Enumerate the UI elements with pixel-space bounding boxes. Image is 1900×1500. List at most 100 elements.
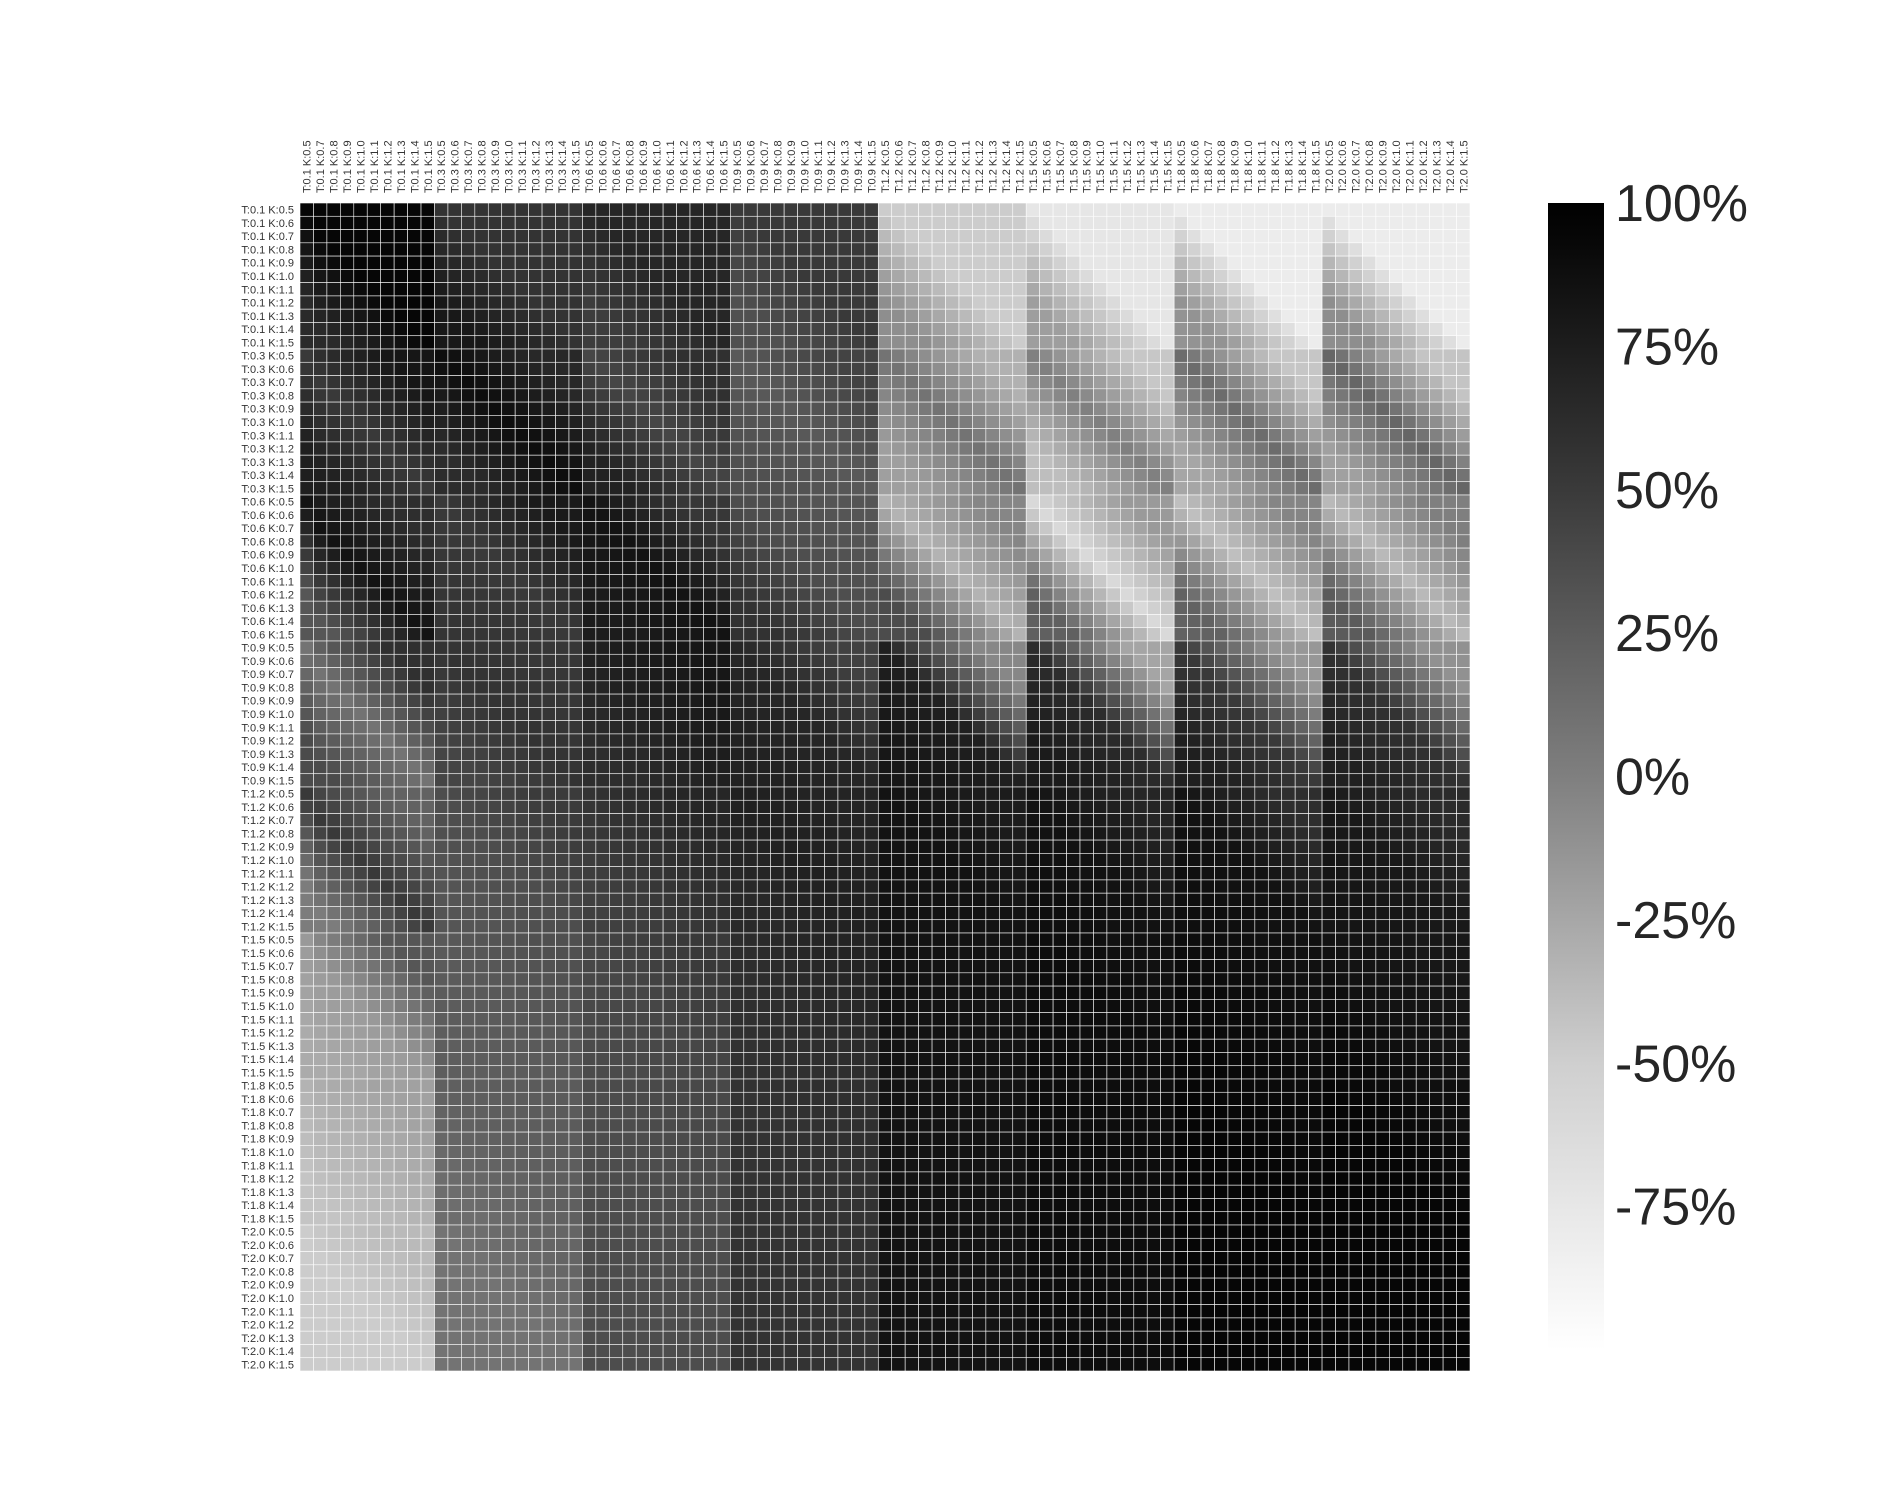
heatmap-cell (837, 415, 852, 429)
heatmap-cell (1160, 322, 1175, 337)
heatmap-cell (1442, 906, 1457, 921)
heatmap-cell (1106, 667, 1121, 682)
heatmap-cell (1120, 481, 1135, 496)
heatmap-cell (299, 720, 314, 735)
heatmap-cell (1389, 707, 1404, 721)
heatmap-cell (1308, 295, 1323, 310)
heatmap-cell (1133, 640, 1148, 655)
heatmap-cell (1187, 693, 1202, 708)
heatmap-cell (1362, 401, 1377, 416)
heatmap-cell (743, 892, 758, 907)
heatmap-cell (1106, 375, 1121, 390)
heatmap-cell (1025, 308, 1040, 323)
heatmap-cell (474, 215, 489, 230)
heatmap-cell (1025, 229, 1040, 244)
heatmap-cell (1079, 813, 1094, 828)
heatmap-cell (461, 587, 476, 602)
heatmap-cell (810, 401, 825, 416)
heatmap-cell (622, 866, 637, 881)
heatmap-cell (340, 667, 355, 682)
heatmap-cell (1120, 255, 1135, 270)
heatmap-cell (1254, 348, 1269, 363)
heatmap-cell (1039, 813, 1054, 828)
heatmap-cell (945, 746, 960, 761)
heatmap-cell (985, 786, 1000, 801)
heatmap-cell (1025, 627, 1040, 642)
heatmap-cell (1442, 932, 1457, 947)
heatmap-cell (958, 799, 973, 814)
heatmap-cell (1173, 255, 1188, 270)
heatmap-cell (1415, 826, 1430, 841)
heatmap-cell (1133, 561, 1148, 575)
heatmap-cell (366, 415, 381, 429)
heatmap-cell (1052, 507, 1067, 522)
heatmap-cell (1267, 640, 1283, 655)
heatmap-cell (770, 574, 785, 589)
heatmap-cell (649, 215, 664, 230)
heatmap-cell (837, 574, 852, 589)
heatmap-cell (541, 561, 556, 575)
heatmap-cell (1389, 388, 1404, 403)
heatmap-cell (1254, 242, 1269, 257)
heatmap-cell (1281, 653, 1296, 668)
heatmap-cell (635, 799, 650, 814)
heatmap-cell (461, 826, 476, 841)
heatmap-cell (609, 614, 624, 629)
heatmap-cell (689, 574, 704, 589)
heatmap-cell (743, 640, 758, 655)
heatmap-cell (487, 215, 503, 230)
heatmap-cell (985, 255, 1000, 270)
heatmap-cell (487, 295, 503, 310)
heatmap-cell (999, 906, 1014, 921)
heatmap-cell (689, 600, 704, 615)
heatmap-cell (380, 773, 395, 788)
heatmap-cell (1456, 335, 1471, 350)
heatmap-cell (824, 335, 839, 350)
heatmap-cell (1267, 428, 1283, 443)
heatmap-cell (1079, 454, 1094, 469)
heatmap-cell (299, 388, 314, 403)
heatmap-cell (649, 561, 664, 575)
heatmap-cell (877, 707, 893, 721)
heatmap-cell (1389, 799, 1404, 814)
heatmap-cell (985, 322, 1000, 337)
heatmap-cell (622, 574, 637, 589)
heatmap-cell (945, 640, 960, 655)
heatmap-cell (743, 680, 758, 695)
heatmap-cell (1120, 507, 1135, 522)
heatmap-cell (420, 415, 435, 429)
heatmap-cell (689, 375, 704, 390)
heatmap-cell (461, 640, 476, 655)
heatmap-cell (393, 640, 408, 655)
heatmap-cell (1254, 322, 1269, 337)
heatmap-cell (514, 707, 529, 721)
heatmap-cell (340, 945, 355, 960)
heatmap-cell (474, 295, 489, 310)
heatmap-cell (770, 242, 785, 257)
heatmap-cell (555, 215, 570, 230)
heatmap-cell (528, 746, 543, 761)
heatmap-cell (851, 375, 866, 390)
heatmap-cell (730, 653, 745, 668)
heatmap-cell (501, 959, 516, 974)
heatmap-cell (1241, 547, 1256, 562)
heatmap-cell (797, 269, 812, 283)
heatmap-cell (1362, 746, 1377, 761)
heatmap-cell (1335, 919, 1350, 934)
heatmap-cell (1294, 428, 1309, 443)
heatmap-cell (904, 640, 919, 655)
heatmap-cell (568, 308, 583, 323)
heatmap-cell (1200, 308, 1215, 323)
heatmap-cell (851, 932, 866, 947)
heatmap-cell (1362, 600, 1377, 615)
heatmap-cell (945, 481, 960, 496)
heatmap-cell (380, 879, 395, 894)
heatmap-cell (1160, 906, 1175, 921)
heatmap-cell (958, 507, 973, 522)
heatmap-cell (837, 760, 852, 775)
heatmap-cell (407, 547, 422, 562)
heatmap-cell (1025, 866, 1040, 881)
heatmap-cell (1389, 308, 1404, 323)
heatmap-cell (1173, 866, 1188, 881)
heatmap-cell (1227, 892, 1242, 907)
